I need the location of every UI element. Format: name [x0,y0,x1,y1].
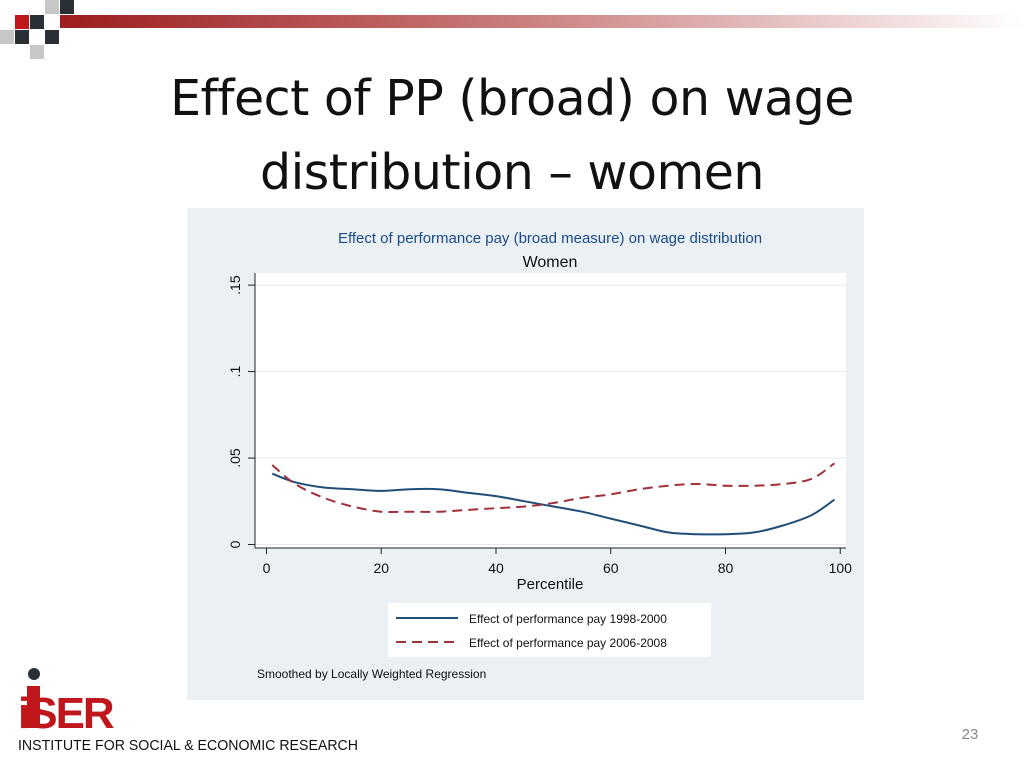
y-tick-label: .15 [227,275,243,295]
header-square [60,0,74,14]
iser-logo: iSER INSTITUTE FOR SOCIAL & ECONOMIC RES… [18,668,358,754]
header-decoration [0,0,1024,59]
slide-number: 23 [961,726,979,743]
header-square [15,15,29,29]
logo-i-stem [27,686,40,728]
logo-wordmark: iSER [18,689,114,738]
header-square [15,30,29,44]
chart-subtitle: Women [523,254,578,271]
legend-label-2: Effect of performance pay 2006-2008 [469,636,667,650]
header-gradient-bar [60,15,1024,28]
x-tick-label: 100 [829,560,853,576]
header-square [30,15,44,29]
header-square [45,0,59,14]
y-tick-label: 0 [227,540,243,548]
logo-dot [28,668,40,680]
x-axis-title: Percentile [517,576,584,593]
plot-region [255,273,846,548]
slide-title: Effect of PP (broad) on wage distributio… [170,70,854,201]
header-square [0,30,14,44]
chart-note: Smoothed by Locally Weighted Regression [257,667,486,681]
legend: Effect of performance pay 1998-2000 Effe… [388,603,711,657]
legend-box [388,603,711,657]
series-line-1 [271,472,836,536]
x-tick-label: 60 [603,560,619,576]
axes: 0 .05 .1 .15 0 20 40 60 80 100 [227,273,852,576]
series-line-2 [271,462,836,514]
series-layer [271,462,836,536]
x-tick-label: 20 [373,560,389,576]
gridlines [255,284,846,546]
chart-title: Effect of performance pay (broad measure… [338,230,762,247]
header-square [30,45,44,59]
y-tick-label: .1 [227,366,243,378]
y-tick-label: .05 [227,448,243,468]
logo-caption: INSTITUTE FOR SOCIAL & ECONOMIC RESEARCH [18,737,358,754]
legend-label-1: Effect of performance pay 1998-2000 [469,612,667,626]
header-square [45,30,59,44]
x-tick-label: 40 [488,560,504,576]
x-tick-label: 80 [718,560,734,576]
x-tick-label: 0 [263,560,271,576]
